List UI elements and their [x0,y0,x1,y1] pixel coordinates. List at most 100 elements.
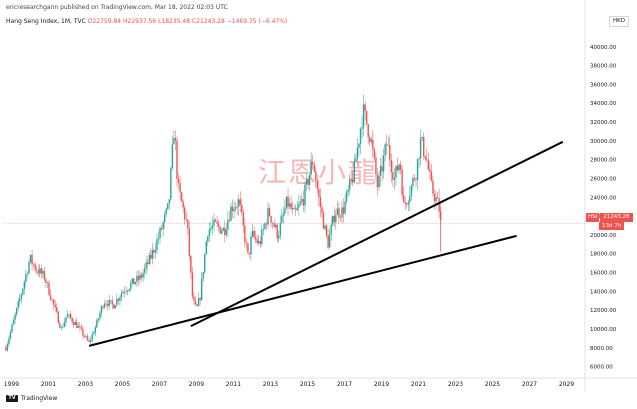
candle-body [406,203,408,205]
candle-body [79,326,81,328]
candle-body [150,254,152,259]
candle-body [88,340,90,342]
candle-body [11,324,13,332]
candle-body [327,235,329,248]
candle-body [31,254,33,264]
candle-body [432,180,434,194]
currency-label[interactable]: HKD [609,16,629,27]
candle-body [131,278,133,284]
y-tick-label: 18000.00 [590,252,617,258]
candle-body [222,227,224,231]
candle-body [125,291,127,293]
y-tick-label: 38000.00 [590,64,617,70]
y-tick-label: 26000.00 [590,176,617,182]
y-tick-label: 32000.00 [590,120,617,126]
y-tick-label: 40000.00 [590,45,617,51]
candle-body [23,281,26,289]
y-tick-label: 6000.00 [590,365,613,371]
candle-body [339,217,342,218]
candle-body [137,275,140,280]
candle-body [6,344,9,351]
candle-body [231,206,234,212]
candle-body [291,207,294,210]
candle-body [133,278,135,285]
candle-body [99,313,101,319]
symbol-name[interactable]: Hang Seng Index, 1M, TVC [6,18,86,25]
candle-body [211,225,214,228]
candle-body [49,294,52,300]
candle-body [429,169,431,172]
candle-body [224,227,226,236]
tradingview-footer[interactable]: TV TradingView [6,395,57,402]
candle-body [341,207,343,218]
candle-body [28,262,30,274]
candle-body [197,298,200,307]
candle-body [225,229,228,236]
candle-body [128,288,130,291]
candle-body [37,270,39,274]
candle-body [299,201,302,205]
candle-body [154,250,157,253]
candle-body [29,254,32,263]
candle-body [311,162,314,165]
candle-body [66,314,69,318]
candle-body [349,179,351,190]
candle-body [365,110,368,125]
candle-body [147,262,149,265]
trendline-upper [190,140,564,328]
candle-body [410,185,413,197]
candle-body [170,168,172,200]
candle-body [282,213,285,216]
candle-body [62,326,64,328]
tradingview-logo-icon: TV [6,395,18,402]
candle-body [56,307,58,312]
y-tick-label: 30000.00 [590,139,617,145]
y-tick-label: 36000.00 [590,82,617,88]
candle-body [208,229,211,237]
candle-body [86,336,89,341]
candle-body [217,223,220,227]
x-tick-label: 2013 [263,381,278,388]
candle-body [293,207,295,209]
candle-body [435,197,437,202]
candle-body [94,327,96,334]
candle-body [200,278,203,300]
candle-body [207,236,209,242]
candle-body [163,214,166,223]
candle-body [353,160,356,183]
candle-body [191,272,194,297]
candle-body [102,306,104,308]
candle-body [342,207,345,214]
candle-body [145,262,147,268]
candle-body [261,229,263,245]
candle-body [285,196,288,209]
candle-body [362,104,365,128]
candle-body [376,174,379,188]
candle-body [423,137,425,156]
candle-body [352,179,354,183]
candle-body [288,203,291,207]
candle-body [77,326,80,328]
candle-body [57,311,59,324]
candle-body [26,273,29,275]
candle-body [427,160,430,170]
candle-body [345,191,348,202]
candle-body [370,139,372,142]
candle-body [412,178,414,186]
y-tick-label: 28000.00 [590,158,617,164]
candle-body [402,195,405,203]
candle-body [239,199,241,205]
candle-body [304,184,306,206]
candle-body [421,137,423,139]
x-tick-label: 2005 [115,381,130,388]
candle-body [65,317,67,323]
candle-body [190,255,192,273]
bar-countdown: 13d 7h [599,222,625,230]
candle-body [165,208,167,215]
candle-body [219,226,221,234]
candle-body [413,178,416,180]
candle-body [96,320,98,328]
candle-body [433,193,436,202]
candle-body [316,180,319,189]
